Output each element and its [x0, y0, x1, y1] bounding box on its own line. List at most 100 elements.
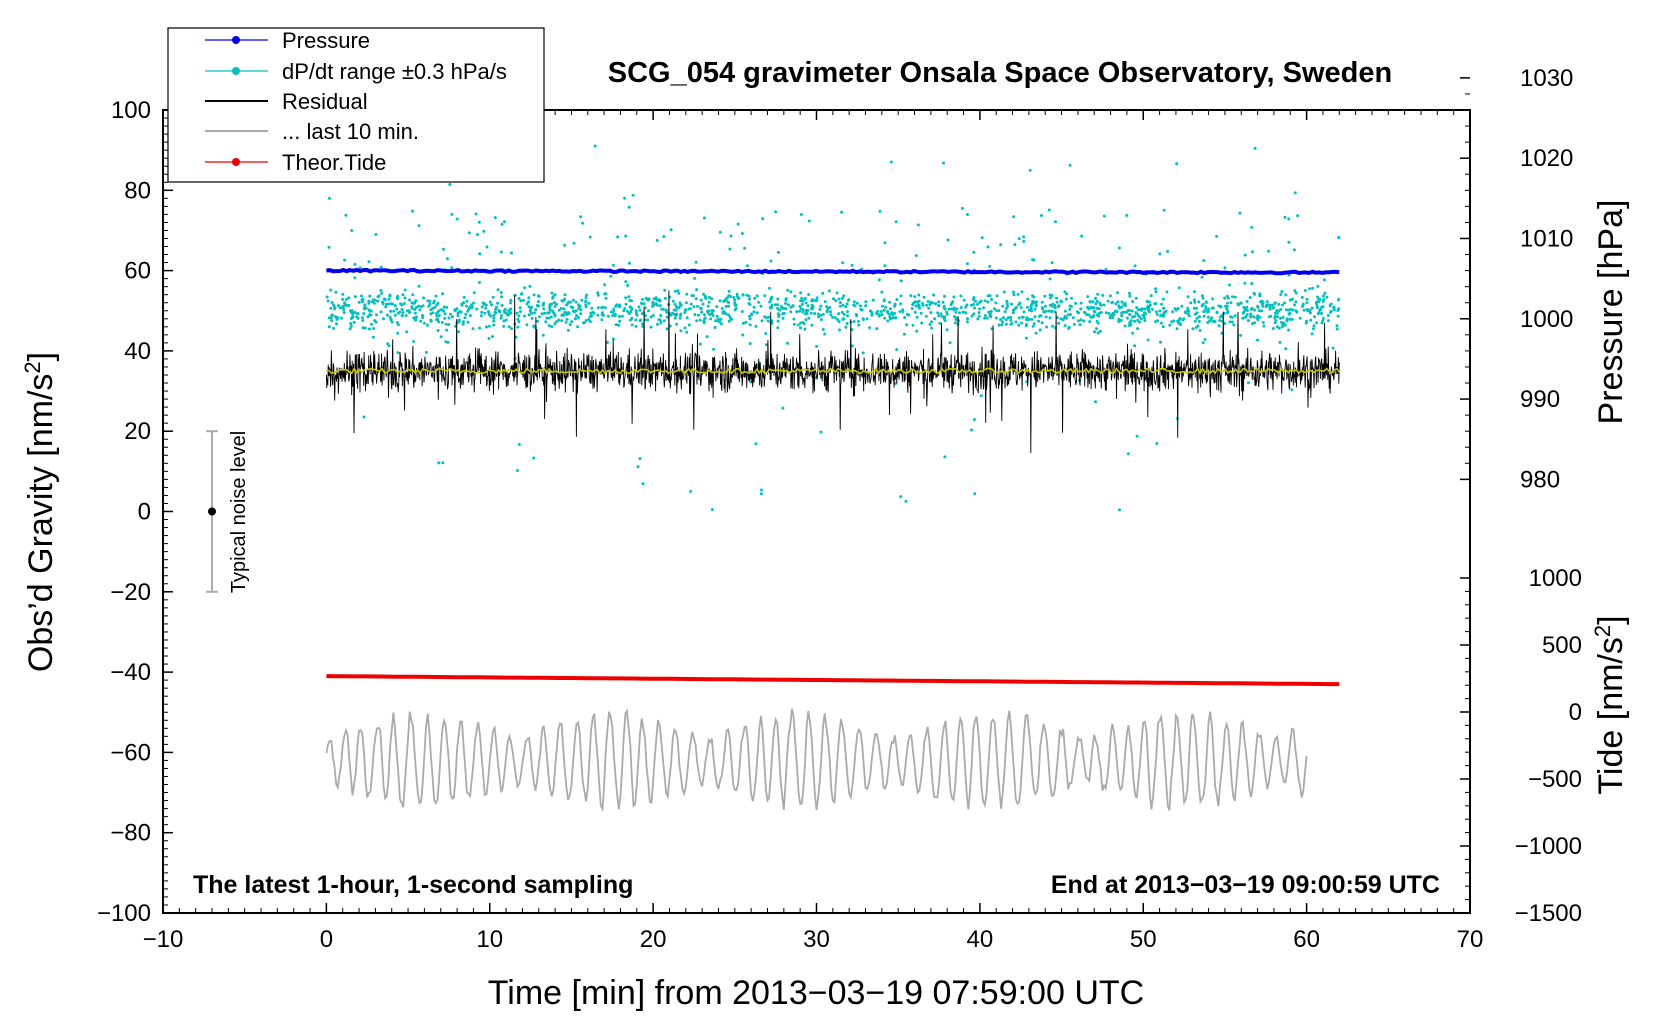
dpdt-point [405, 330, 409, 334]
dpdt-point [1072, 322, 1076, 326]
dpdt-point [1104, 311, 1108, 315]
dpdt-point [754, 324, 758, 328]
dpdt-point [1181, 318, 1185, 322]
smoothed-residual-line [326, 367, 1340, 375]
dpdt-point [1136, 327, 1140, 331]
dpdt-point [710, 508, 714, 511]
dpdt-point [1133, 264, 1137, 268]
dpdt-point [630, 317, 634, 320]
dpdt-point [1014, 320, 1018, 324]
dpdt-point [1174, 308, 1178, 312]
dpdt-point [421, 304, 425, 308]
dpdt-point [776, 326, 780, 330]
dpdt-point [550, 325, 554, 329]
tide-tick-label: 500 [1542, 632, 1582, 659]
dpdt-point [429, 318, 433, 322]
dpdt-point [1293, 191, 1297, 195]
dpdt-point [350, 311, 353, 315]
dpdt-point [458, 309, 462, 313]
dpdt-point [333, 307, 336, 311]
dpdt-point [934, 302, 938, 306]
dpdt-point [510, 251, 513, 255]
dpdt-point [1215, 234, 1219, 238]
dpdt-point [503, 308, 507, 311]
dpdt-point [710, 297, 714, 301]
legend-marker-pressure [232, 36, 240, 44]
dpdt-point [656, 322, 659, 326]
dpdt-point [929, 311, 933, 314]
dpdt-point [883, 316, 887, 320]
dpdt-point [952, 306, 956, 310]
dpdt-point [398, 310, 402, 314]
dpdt-point [796, 323, 800, 327]
dpdt-point [1095, 327, 1099, 331]
dpdt-point [1288, 317, 1292, 321]
dpdt-point [352, 320, 356, 324]
dpdt-point [1098, 301, 1102, 305]
dpdt-point [893, 302, 897, 306]
dpdt-point [1009, 318, 1013, 322]
dpdt-point [943, 307, 947, 311]
dpdt-point [1067, 325, 1071, 329]
dpdt-point [999, 243, 1003, 247]
dpdt-point [1242, 306, 1246, 310]
dpdt-point [356, 312, 360, 316]
dpdt-point [1160, 321, 1163, 325]
dpdt-point [502, 319, 506, 323]
dpdt-point [560, 319, 564, 323]
dpdt-point [1034, 304, 1038, 308]
dpdt-point [1238, 211, 1242, 215]
dpdt-point [373, 298, 377, 302]
dpdt-point [1252, 315, 1256, 319]
dpdt-point [527, 296, 531, 300]
dpdt-point [612, 337, 615, 341]
dpdt-point [1331, 346, 1335, 350]
dpdt-point [579, 215, 582, 219]
dpdt-point [852, 300, 856, 304]
dpdt-point [1050, 309, 1054, 313]
dpdt-point [972, 250, 976, 254]
dpdt-point [818, 307, 822, 311]
dpdt-point [914, 304, 918, 308]
dpdt-point [537, 304, 540, 308]
dpdt-point [532, 456, 536, 460]
dpdt-point [752, 305, 756, 309]
dpdt-point [1326, 319, 1330, 323]
dpdt-point [1125, 213, 1129, 217]
dpdt-point [1057, 321, 1061, 325]
dpdt-point [1143, 319, 1147, 323]
dpdt-point [815, 344, 819, 348]
dpdt-point [810, 299, 814, 303]
dpdt-point [847, 298, 850, 302]
dpdt-point [931, 301, 935, 305]
dpdt-point [662, 235, 666, 239]
dpdt-point [716, 317, 720, 321]
dpdt-point [563, 310, 567, 314]
dpdt-point [740, 232, 744, 235]
dpdt-point [965, 303, 969, 307]
dpdt-point [444, 322, 448, 326]
dpdt-point [1316, 284, 1320, 288]
dpdt-point [462, 320, 465, 324]
dpdt-point [1093, 330, 1096, 334]
dpdt-point [442, 247, 446, 251]
dpdt-point [816, 312, 820, 316]
dpdt-point [915, 300, 919, 304]
legend-label-pressure: Pressure [282, 28, 370, 53]
dpdt-point [899, 302, 903, 306]
dpdt-point [1032, 295, 1036, 299]
dpdt-point [340, 316, 343, 320]
dpdt-point [879, 310, 883, 313]
dpdt-point [1048, 316, 1052, 320]
dpdt-point [1215, 310, 1219, 314]
dpdt-point [697, 313, 700, 317]
dpdt-point [1027, 317, 1031, 321]
dpdt-point [761, 217, 765, 221]
dpdt-point [837, 320, 841, 324]
dpdt-point [480, 305, 484, 309]
dpdt-point [1013, 243, 1017, 247]
dpdt-point [492, 313, 496, 317]
dpdt-point [1239, 301, 1243, 305]
dpdt-point [587, 318, 591, 321]
dpdt-point [970, 314, 974, 318]
